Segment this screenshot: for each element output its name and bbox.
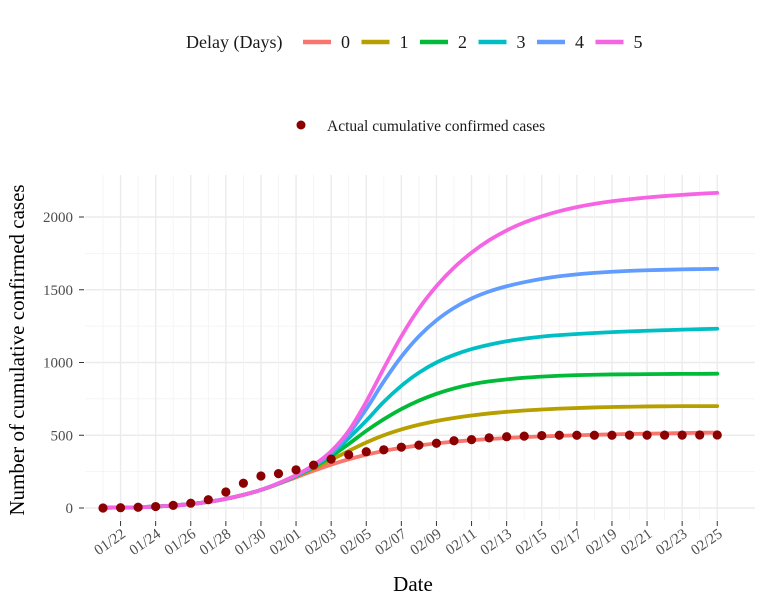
actual-case-point [502,432,512,442]
actual-case-point [379,445,389,455]
actual-case-point [203,495,213,505]
legend-label-4: 4 [575,32,584,52]
actual-case-point [344,450,354,460]
actual-case-point [256,471,266,481]
x-tick-label: 02/13 [478,526,515,559]
y-axis-title: Number of cumulative confirmed cases [5,184,29,515]
legend-label-3: 3 [517,32,526,52]
actual-case-point [133,502,143,512]
x-tick-label: 01/30 [232,526,269,559]
legend-label-0: 0 [341,32,350,52]
actual-case-point [660,430,670,440]
actual-case-point [519,431,529,441]
x-tick-label: 02/09 [408,526,445,559]
actual-points [98,430,722,513]
x-tick-label: 02/07 [372,526,410,559]
x-tick-label: 02/21 [618,526,655,559]
y-tick-label: 2000 [43,210,73,226]
actual-case-point [414,440,424,450]
series-line-delay-1 [101,404,720,510]
actual-case-point [624,430,635,440]
actual-case-point [396,442,406,452]
actual-case-point [554,430,564,440]
x-tick-label: 02/19 [583,526,620,559]
x-tick-label: 02/03 [302,526,339,559]
x-tick-label: 01/26 [162,526,200,559]
legend-keys: 0 1 2 3 4 5 [303,32,643,52]
grid [85,175,755,520]
actual-case-point [572,430,582,440]
actual-case-point [589,430,600,440]
actual-case-point [221,487,231,497]
series-line-delay-0 [101,430,720,510]
legend-label-1: 1 [400,32,409,52]
x-axis-ticks: 01/2201/2401/2601/2801/3002/0102/0302/05… [92,521,726,559]
x-tick-label: 02/01 [267,526,304,559]
actual-case-point [466,435,477,445]
actual-case-point [326,454,336,464]
actual-case-point [361,447,371,457]
x-tick-label: 02/15 [513,526,550,559]
y-tick-label: 0 [66,501,74,517]
x-tick-label: 02/25 [688,526,725,559]
actual-case-point [309,460,319,470]
actual-case-point [449,436,459,446]
delay-legend: Delay (Days) 0 1 2 3 4 5 [186,32,643,53]
x-tick-label: 02/23 [653,526,690,559]
actual-case-point [273,469,284,479]
x-axis-title: Date [393,572,433,596]
actual-case-point [186,498,196,508]
actual-case-point [98,503,108,513]
actual-case-point [168,500,178,510]
series-line-delay-2 [101,371,720,510]
actual-case-point [695,430,705,440]
points-legend-label: Actual cumulative confirmed cases [327,118,545,135]
y-tick-label: 500 [51,428,74,444]
y-tick-label: 1000 [43,356,73,372]
actual-case-point [238,478,248,488]
x-tick-label: 01/24 [127,526,165,559]
x-tick-label: 02/05 [337,526,374,559]
series-lines [101,190,720,510]
x-tick-label: 02/11 [443,526,480,558]
legend-title: Delay (Days) [186,32,282,53]
actual-case-point [115,503,126,513]
actual-case-point [537,430,547,441]
actual-case-point [642,430,652,440]
legend-label-2: 2 [458,32,467,52]
actual-case-point [151,501,161,512]
y-axis-ticks: 0 500 1000 1500 2000 [43,210,84,517]
actual-case-point [484,433,494,443]
series-line-delay-3 [101,326,720,510]
points-legend-key [296,120,306,130]
x-tick-label: 01/28 [197,526,234,559]
series-line-delay-5 [101,190,720,510]
actual-case-point [712,430,722,440]
actual-case-point [431,438,442,448]
legend-label-5: 5 [634,32,643,52]
x-tick-label: 02/17 [548,526,586,559]
actual-case-point [607,430,617,440]
y-tick-label: 1500 [43,283,73,299]
actual-case-point [677,430,687,440]
x-tick-label: 01/22 [92,526,129,559]
actual-case-point [291,465,301,475]
points-legend: Actual cumulative confirmed cases [296,118,545,135]
